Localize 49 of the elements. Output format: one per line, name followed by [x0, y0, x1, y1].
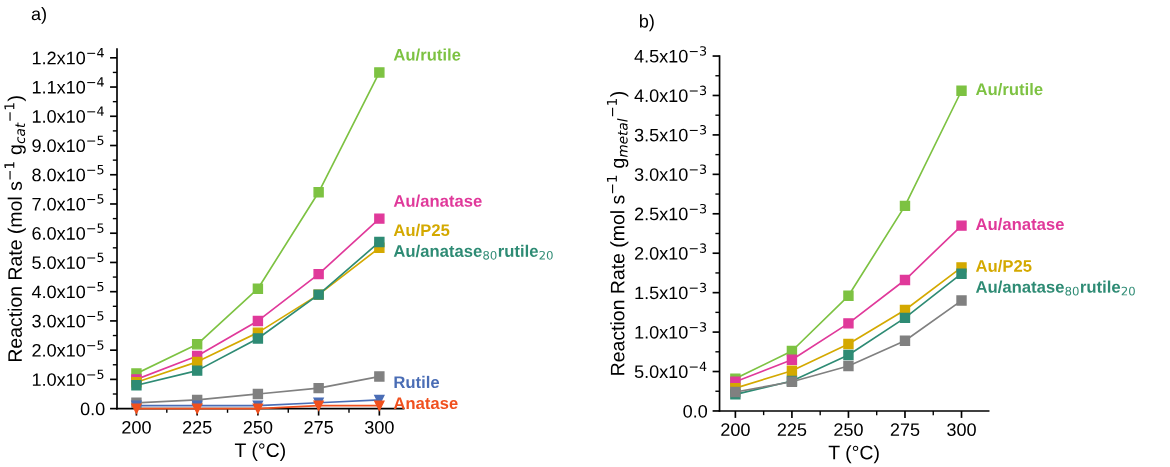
y-tick-label: 4.5x10$^{−3}$ — [634, 46, 707, 63]
y-tick-label: 7.0x10$^{−5}$ — [32, 194, 104, 211]
y-axis-title: Reaction Rate (mol s$^{−1}$ g$_{metal}$$^{−1}$) — [606, 91, 629, 375]
y-tick-label: 1.1x10$^{−4}$ — [32, 77, 104, 94]
y-tick-label: 0.0 — [80, 402, 105, 416]
y-tick-label: 6.0x10$^{−5}$ — [32, 223, 104, 240]
y-tick-label: 1.2x10$^{−4}$ — [32, 48, 104, 65]
y-tick-label: 1.0x10$^{−4}$ — [32, 106, 104, 123]
x-tick-label: 250 — [834, 423, 863, 437]
series-label: Au/anatase$_{80}$rutile$_{20}$ — [975, 280, 1135, 296]
y-tick-label: 5.0x10$^{−5}$ — [32, 252, 104, 270]
y-tick-label: 8.0x10$^{−5}$ — [32, 165, 104, 182]
series-label: Au/anatase$_{80}$rutile$_{20}$ — [393, 244, 553, 260]
chart-title: b) — [639, 14, 654, 32]
y-tick-label: 1.5x10$^{−3}$ — [635, 282, 707, 300]
y-tick-label: 3.0x10$^{−3}$ — [634, 164, 707, 181]
y-tick-label: 1.0x10$^{−3}$ — [635, 322, 707, 339]
series-label: Au/rutile — [393, 48, 461, 61]
y-tick-label: 5.0x10$^{−4}$ — [634, 361, 707, 379]
y-tick-label: 3.0x10$^{−5}$ — [32, 311, 104, 328]
series-label: Au/anatase — [393, 194, 482, 208]
series-label: Au/anatase — [975, 217, 1064, 231]
y-axis-title: Reaction Rate (mol s$^{−1}$ g$_{cat}$$^{−1}$) — [4, 96, 26, 362]
x-tick-label: 300 — [947, 423, 976, 437]
x-tick-label: 275 — [304, 420, 333, 434]
series-label: Au/P25 — [393, 223, 450, 237]
y-tick-label: 4.0x10$^{−5}$ — [31, 281, 104, 299]
y-tick-label: 2.0x10$^{−5}$ — [32, 340, 104, 357]
y-tick-label: 2.0x10$^{−3}$ — [634, 243, 707, 260]
y-tick-label: 1.0x10$^{−5}$ — [32, 369, 104, 386]
x-tick-label: 200 — [721, 423, 750, 437]
chart-title: a) — [31, 7, 46, 24]
y-tick-label: 4.0x10$^{−3}$ — [634, 85, 707, 103]
series-label: Au/P25 — [975, 259, 1032, 273]
x-tick-label: 275 — [890, 423, 920, 437]
y-tick-label: 2.5x10$^{−3}$ — [634, 203, 707, 221]
y-tick-label: 3.5x10$^{−3}$ — [634, 125, 707, 142]
series-label: Rutile — [394, 375, 440, 389]
x-tick-label: 225 — [777, 423, 807, 437]
y-tick-label: 0.0 — [683, 404, 708, 418]
y-tick-label: 9.0x10$^{−5}$ — [32, 135, 104, 153]
x-tick-label: 250 — [243, 420, 273, 434]
series-label: Au/rutile — [975, 82, 1043, 96]
x-tick-label: 200 — [122, 420, 151, 434]
x-axis-title: T (°C) — [828, 445, 879, 464]
x-tick-label: 225 — [183, 420, 212, 434]
series-label: Anatase — [393, 397, 458, 410]
x-axis-title: T (°C) — [234, 442, 285, 461]
x-tick-label: 300 — [364, 420, 394, 434]
